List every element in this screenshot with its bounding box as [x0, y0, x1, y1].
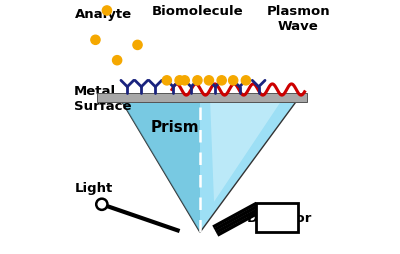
Circle shape	[102, 7, 112, 16]
Circle shape	[193, 76, 202, 86]
Text: Detector: Detector	[247, 211, 312, 224]
Circle shape	[228, 76, 238, 86]
Polygon shape	[210, 103, 280, 202]
Circle shape	[91, 36, 100, 45]
Circle shape	[180, 76, 189, 86]
Bar	[256, 203, 298, 232]
Circle shape	[204, 76, 214, 86]
Circle shape	[241, 76, 250, 86]
Polygon shape	[122, 103, 296, 232]
Text: Prism: Prism	[150, 119, 199, 134]
Text: Biomolecule: Biomolecule	[152, 5, 243, 18]
Bar	[97, 93, 307, 103]
Polygon shape	[122, 103, 200, 232]
Circle shape	[112, 56, 122, 66]
Text: Plasmon
Wave: Plasmon Wave	[266, 5, 330, 33]
Text: Metal
Surface: Metal Surface	[74, 85, 131, 113]
Circle shape	[162, 76, 172, 86]
Circle shape	[133, 41, 142, 50]
Text: Light: Light	[75, 182, 113, 195]
Text: Analyte: Analyte	[75, 8, 132, 21]
Circle shape	[175, 76, 184, 86]
Circle shape	[217, 76, 226, 86]
